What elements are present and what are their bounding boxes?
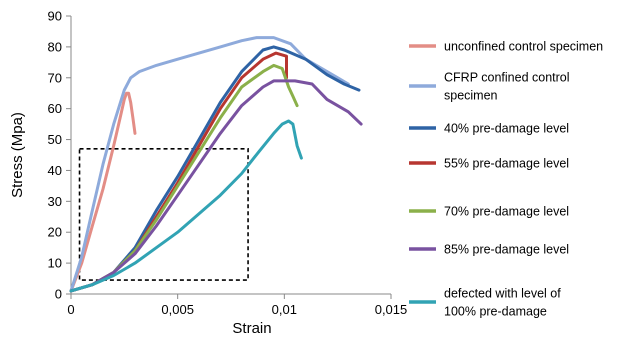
legend-label: 40% pre-damage level <box>444 122 569 136</box>
legend-label: 70% pre-damage level <box>444 205 569 219</box>
zoom-box-group <box>78 148 249 281</box>
y-axis-title: Stress (Mpa) <box>9 112 26 198</box>
y-tick-label: 60 <box>48 101 62 116</box>
x-tick-label: 0 <box>67 302 74 317</box>
legend-label: 100% pre-damage <box>444 305 547 319</box>
series-line-7 <box>69 119 303 293</box>
legend-label: 55% pre-damage level <box>444 157 569 171</box>
series-line-1 <box>69 91 137 293</box>
series-line-2 <box>69 36 350 293</box>
y-tick-label: 10 <box>48 256 62 271</box>
y-tick-label: 70 <box>48 70 62 85</box>
y-tick-label: 90 <box>48 9 62 24</box>
y-tick-group: 0 10 20 30 40 50 60 70 80 90 <box>48 9 71 302</box>
series-line-6 <box>69 79 363 293</box>
chart-axes <box>70 16 391 295</box>
x-tick-group: 0 0,005 0,01 0,015 <box>67 294 407 317</box>
y-tick-label: 50 <box>48 132 62 147</box>
y-tick-label: 30 <box>48 194 62 209</box>
y-tick-label: 80 <box>48 39 62 54</box>
legend-label: 85% pre-damage level <box>444 243 569 257</box>
series-line-3 <box>69 45 361 293</box>
x-tick-label: 0,015 <box>375 302 408 317</box>
legend-label: defected with level of <box>444 287 561 301</box>
legend: unconfined control specimen CFRP confined… <box>409 40 603 319</box>
x-axis-title: Strain <box>232 320 271 337</box>
zoom-box <box>78 148 249 281</box>
x-tick-label: 0,005 <box>161 302 194 317</box>
y-tick-label: 40 <box>48 163 62 178</box>
y-tick-label: 20 <box>48 225 62 240</box>
x-tick-label: 0,01 <box>272 302 297 317</box>
y-tick-label: 0 <box>55 287 62 302</box>
series-group <box>69 36 363 293</box>
legend-label: unconfined control specimen <box>444 40 603 54</box>
legend-label: specimen <box>444 89 498 103</box>
legend-label: CFRP confined control <box>444 71 570 85</box>
